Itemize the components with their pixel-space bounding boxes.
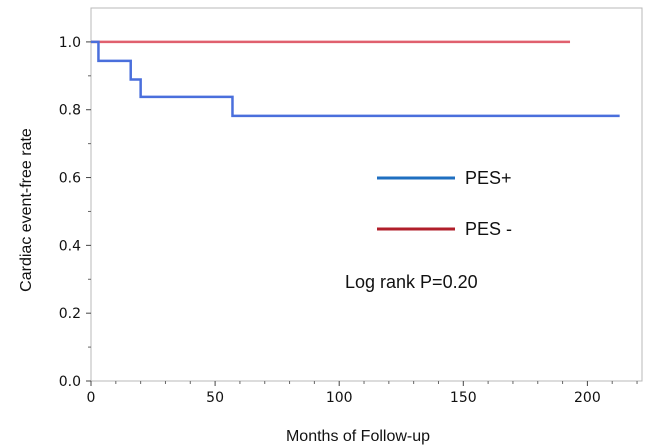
x-tick-label: 200 xyxy=(574,390,601,406)
legend-label: PES - xyxy=(465,219,512,239)
y-tick-label: 0.8 xyxy=(59,103,81,119)
series-layer xyxy=(91,40,620,118)
log-rank-annotation: Log rank P=0.20 xyxy=(345,272,478,292)
y-axis-ticks: 0.0 0.2 0.4 0.6 0.8 1.0 xyxy=(59,35,91,390)
legend: PES+ PES - xyxy=(377,168,512,239)
y-axis-title: Cardiac event-free rate xyxy=(18,128,35,292)
x-tick-label: 50 xyxy=(206,390,224,406)
x-axis-title: Months of Follow-up xyxy=(286,428,430,445)
y-tick-label: 0.2 xyxy=(59,306,81,322)
x-tick-label: 0 xyxy=(87,390,96,406)
y-tick-label: 0.6 xyxy=(59,171,81,187)
x-tick-label: 100 xyxy=(326,390,353,406)
legend-label: PES+ xyxy=(465,168,512,188)
series-line-pes-plus xyxy=(91,40,620,118)
plot-border xyxy=(90,7,643,382)
x-tick-label: 150 xyxy=(450,390,477,406)
y-tick-label: 0.4 xyxy=(59,238,81,254)
plot-frame xyxy=(90,7,643,382)
y-tick-label: 1.0 xyxy=(59,35,81,51)
x-axis-ticks: 0 50 100 150 200 xyxy=(87,381,638,406)
y-tick-label: 0.0 xyxy=(59,374,81,390)
